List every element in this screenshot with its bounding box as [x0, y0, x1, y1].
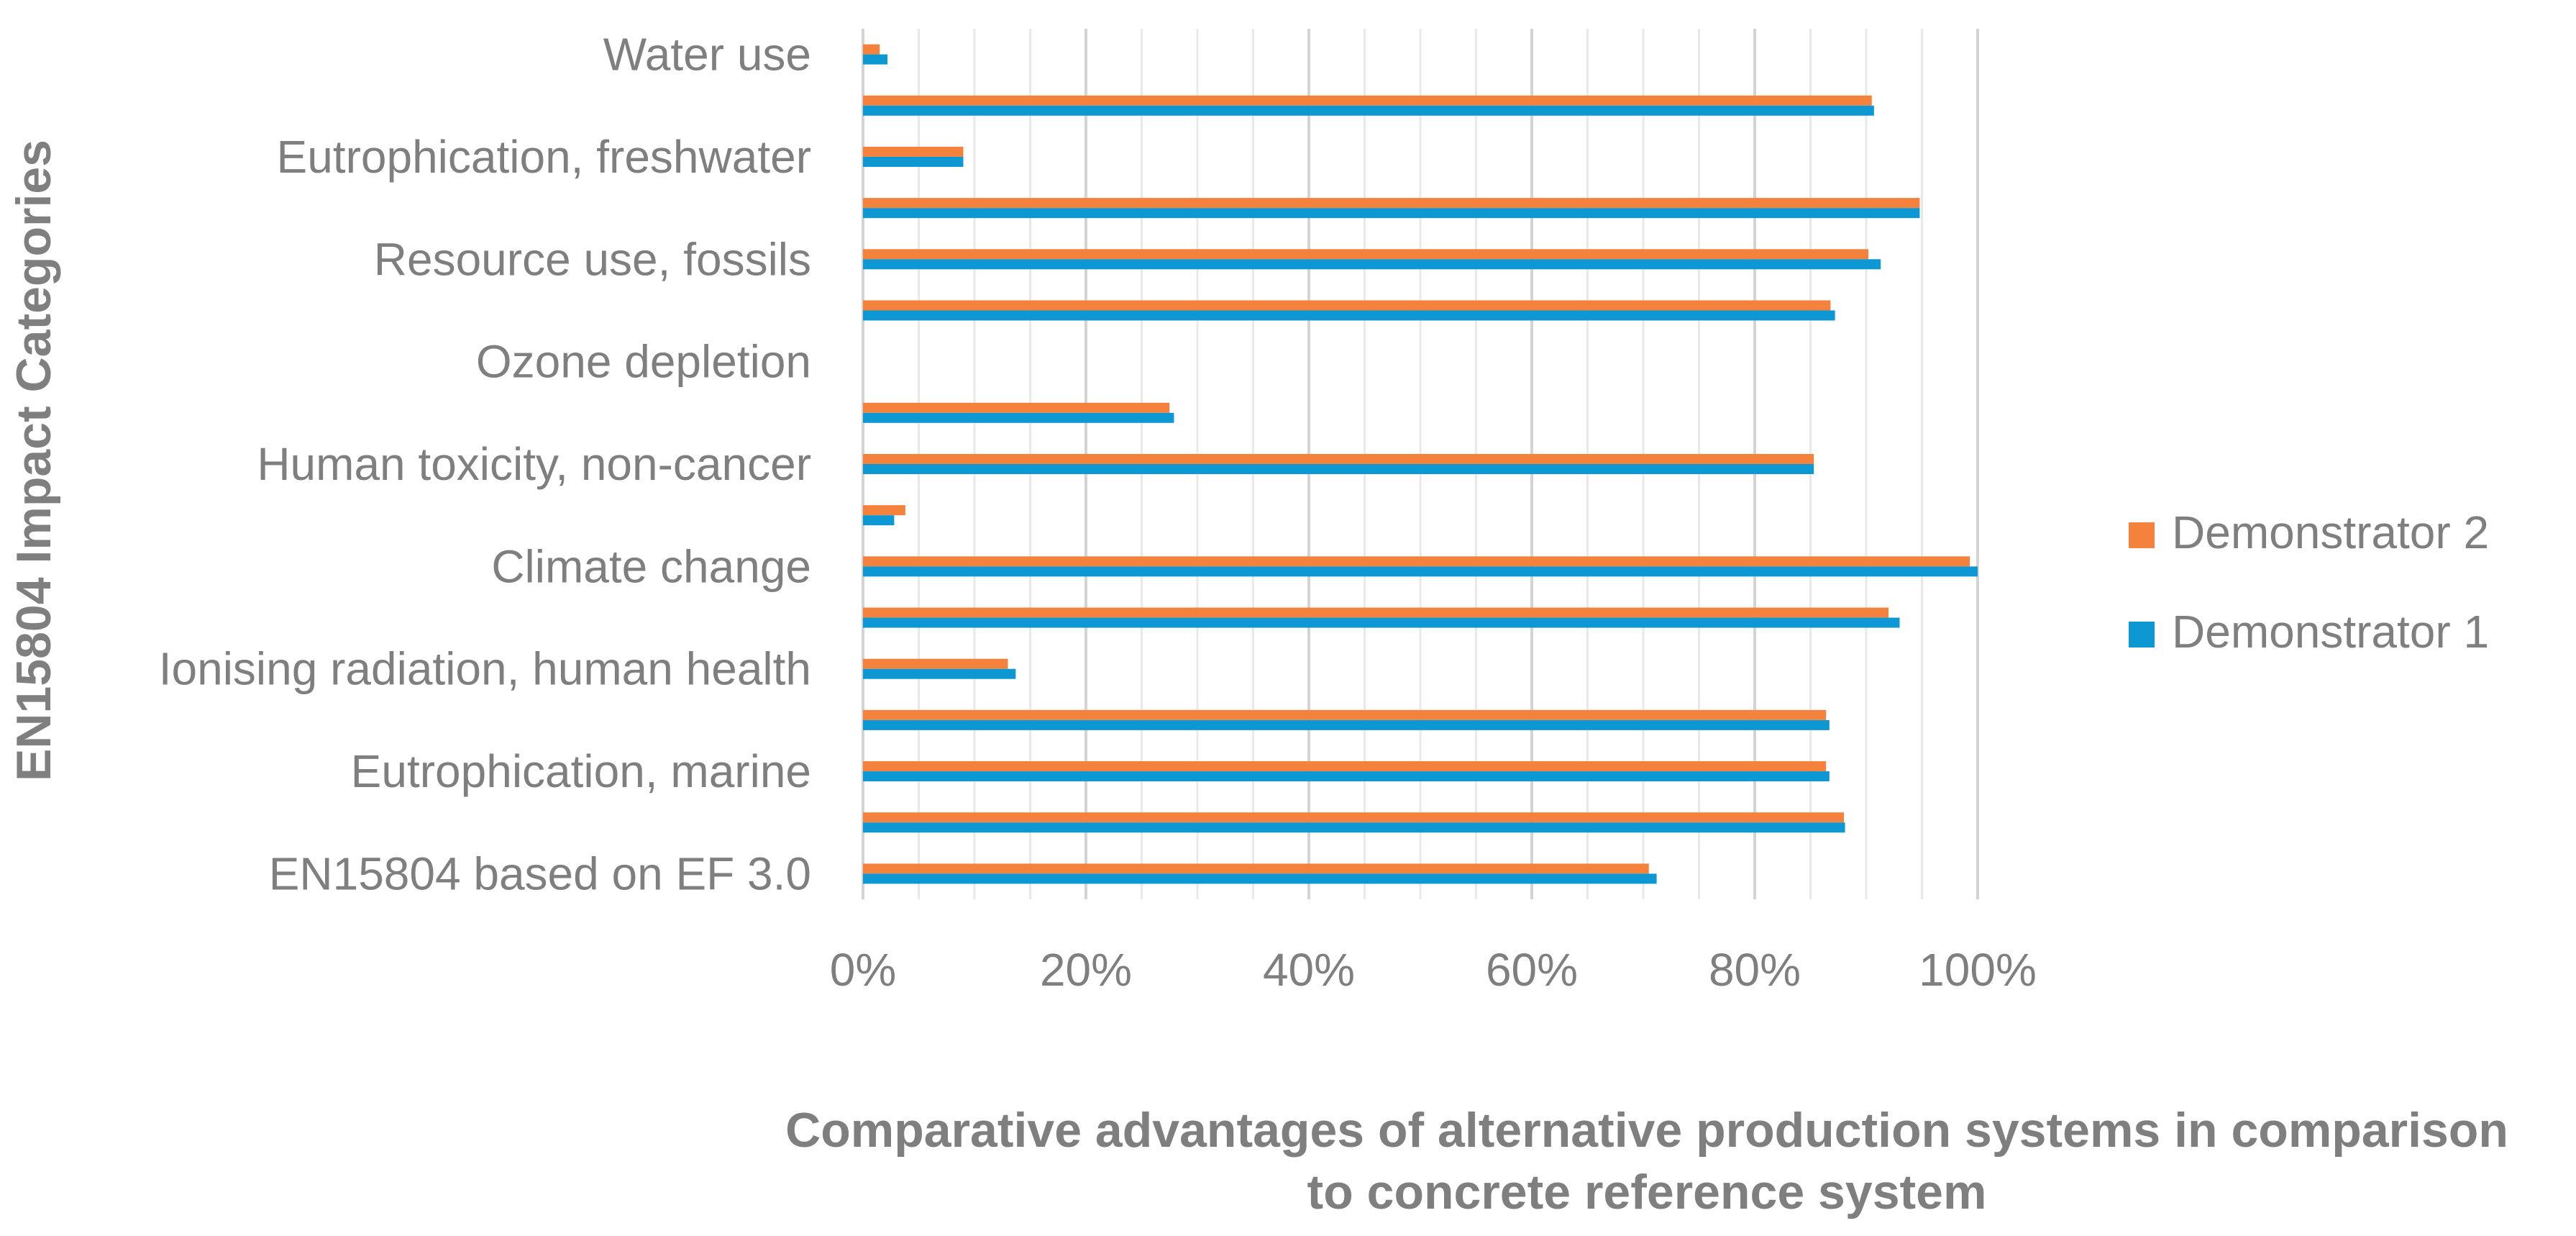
x-tick-label: 20%: [1040, 944, 1132, 996]
category-labels: Water use Eutrophication, freshwater Resou…: [159, 29, 811, 900]
bars: [863, 44, 1978, 884]
bar-demonstrator-2: [863, 44, 880, 55]
bar-demonstrator-1: [863, 412, 1174, 423]
category-label: Resource use, fossils: [374, 233, 811, 285]
category-label: Eutrophication, marine: [351, 745, 811, 797]
category-label: Ionising radiation, human health: [159, 643, 811, 695]
bar-demonstrator-2: [863, 300, 1831, 311]
x-tick-label: 60%: [1486, 944, 1578, 996]
x-tick-labels: 0% 20% 40% 60% 80% 100%: [830, 944, 2037, 996]
category-label: Climate change: [491, 540, 811, 592]
x-tick-label: 40%: [1263, 944, 1355, 996]
bar-demonstrator-2: [863, 505, 905, 516]
legend-label-demonstrator-2: Demonstrator 2: [2172, 506, 2489, 558]
bar-demonstrator-1: [863, 54, 888, 65]
legend: Demonstrator 2 Demonstrator 1: [2129, 506, 2489, 658]
bar-demonstrator-2: [863, 709, 1827, 720]
bar-demonstrator-1: [863, 719, 1830, 730]
bar-demonstrator-2: [863, 95, 1872, 106]
x-tick-label: 80%: [1709, 944, 1801, 996]
bar-demonstrator-2: [863, 146, 964, 157]
category-label: Ozone depletion: [476, 336, 811, 388]
y-axis-title: EN15804 Impact Categories: [6, 140, 61, 781]
bar-demonstrator-1: [863, 617, 1900, 628]
bar-demonstrator-2: [863, 249, 1869, 260]
bar-demonstrator-2: [863, 198, 1920, 209]
x-tick-label: 100%: [1919, 944, 2037, 996]
category-label: Water use: [603, 29, 811, 81]
bar-demonstrator-1: [863, 873, 1657, 884]
bar-demonstrator-2: [863, 454, 1814, 464]
x-tick-label: 0%: [830, 944, 897, 996]
bar-demonstrator-1: [863, 310, 1835, 321]
bar-demonstrator-1: [863, 566, 1978, 577]
bar-demonstrator-2: [863, 812, 1844, 823]
bar-demonstrator-1: [863, 464, 1814, 474]
legend-swatch-demonstrator-2: [2129, 522, 2155, 548]
category-label: Eutrophication, freshwater: [277, 131, 812, 183]
bar-demonstrator-1: [863, 156, 964, 167]
category-label: Human toxicity, non-cancer: [257, 438, 811, 490]
bar-demonstrator-2: [863, 761, 1827, 772]
bar-demonstrator-2: [863, 402, 1170, 413]
legend-label-demonstrator-1: Demonstrator 1: [2172, 606, 2489, 658]
x-axis-title-line1: Comparative advantages of alternative pr…: [785, 1103, 2508, 1158]
bar-demonstrator-1: [863, 668, 1016, 679]
bar-demonstrator-2: [863, 658, 1008, 669]
bar-demonstrator-2: [863, 863, 1649, 874]
legend-swatch-demonstrator-1: [2129, 622, 2155, 647]
bar-demonstrator-1: [863, 771, 1830, 782]
bar-demonstrator-2: [863, 607, 1888, 618]
bar-demonstrator-1: [863, 208, 1920, 219]
bar-demonstrator-1: [863, 105, 1874, 116]
bar-demonstrator-1: [863, 515, 895, 526]
bar-demonstrator-1: [863, 259, 1881, 270]
bar-demonstrator-2: [863, 556, 1970, 567]
x-axis-title-line2: to concrete reference system: [1307, 1165, 1987, 1219]
category-label: EN15804 based on EF 3.0: [269, 848, 811, 899]
bar-demonstrator-1: [863, 822, 1845, 833]
